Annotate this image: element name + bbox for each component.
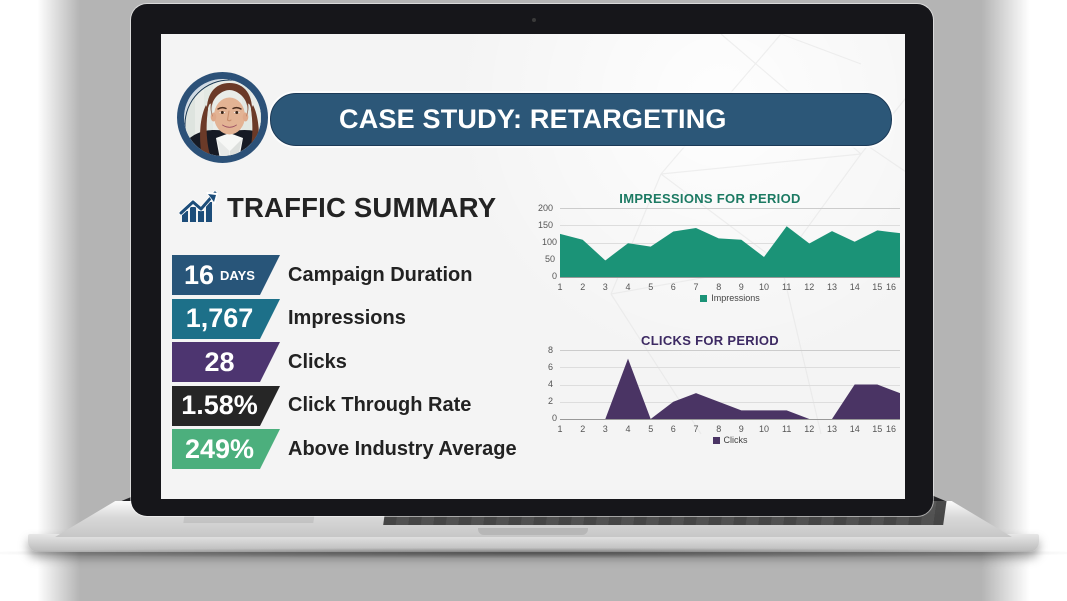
svg-text:14: 14 [850, 424, 860, 434]
svg-text:11: 11 [782, 424, 791, 434]
svg-text:3: 3 [603, 424, 608, 434]
svg-text:13: 13 [827, 282, 837, 292]
svg-text:9: 9 [739, 282, 744, 292]
svg-text:15: 15 [872, 282, 882, 292]
svg-text:9: 9 [739, 424, 744, 434]
svg-text:12: 12 [804, 424, 814, 434]
svg-text:13: 13 [827, 424, 837, 434]
svg-text:7: 7 [693, 282, 698, 292]
svg-text:2: 2 [580, 424, 585, 434]
svg-text:8: 8 [716, 424, 721, 434]
svg-text:15: 15 [872, 424, 882, 434]
svg-text:14: 14 [850, 282, 860, 292]
svg-text:11: 11 [782, 282, 791, 292]
svg-text:8: 8 [716, 282, 721, 292]
svg-text:7: 7 [693, 424, 698, 434]
svg-text:5: 5 [648, 424, 653, 434]
svg-text:6: 6 [671, 282, 676, 292]
svg-text:4: 4 [625, 282, 630, 292]
svg-text:2: 2 [580, 282, 585, 292]
svg-text:1: 1 [557, 282, 562, 292]
svg-text:10: 10 [759, 424, 769, 434]
svg-text:4: 4 [625, 424, 630, 434]
svg-text:6: 6 [671, 424, 676, 434]
svg-text:12: 12 [804, 282, 814, 292]
svg-text:1: 1 [557, 424, 562, 434]
svg-text:10: 10 [759, 282, 769, 292]
svg-text:3: 3 [603, 282, 608, 292]
svg-text:16: 16 [886, 282, 896, 292]
svg-text:5: 5 [648, 282, 653, 292]
svg-text:16: 16 [886, 424, 896, 434]
